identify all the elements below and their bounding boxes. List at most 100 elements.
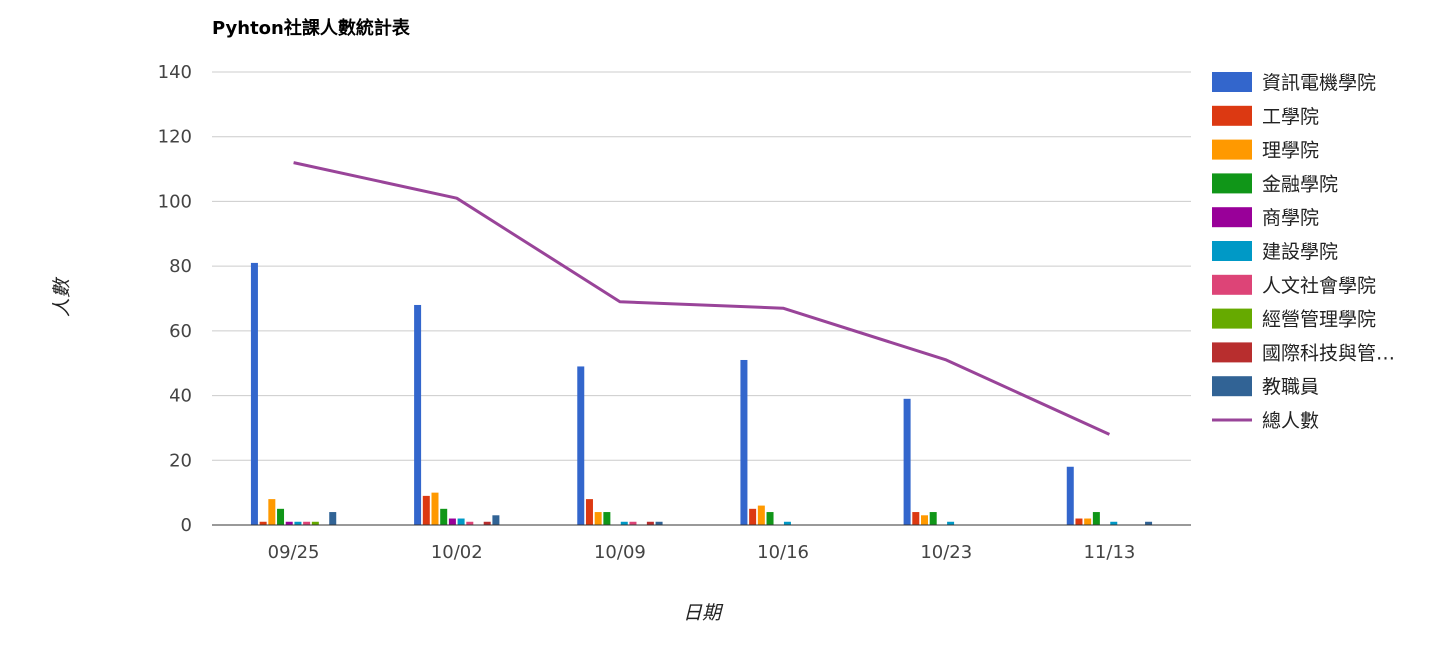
bar [259,521,267,525]
bar [929,512,937,525]
y-axis-ticks: 0 20 40 60 80 100 120 140 [158,62,192,536]
bar [448,518,456,525]
legend-swatch [1212,173,1252,194]
bar-series [268,492,1092,525]
legend-label: 經營管理學院 [1262,309,1376,331]
bar [629,521,637,525]
x-tick-label: 10/16 [757,542,809,563]
legend-item: 經營管理學院 [1212,308,1376,331]
bar [457,518,465,525]
chart-title: Pyhton社課人數統計表 [212,17,411,39]
total-line-layer [293,161,1111,436]
bar-series [329,512,1153,525]
bar [277,508,285,525]
legend-item: 理學院 [1212,139,1319,162]
bar [947,521,955,525]
legend-label: 理學院 [1262,140,1319,162]
bar-series [277,508,1100,525]
legend-label: 教職員 [1262,376,1319,398]
x-tick-label: 10/02 [431,542,483,563]
x-tick-label: 11/13 [1083,542,1135,563]
y-tick-label: 0 [181,515,192,536]
legend-swatch [1212,207,1252,228]
bar [483,521,491,525]
gridlines [212,71,1191,461]
bar [903,398,911,525]
bar [466,521,474,525]
total-line [293,161,1111,436]
legend-label: 人文社會學院 [1262,275,1376,297]
legend-swatch [1212,308,1252,329]
bar [1145,521,1153,525]
x-tick-label: 09/25 [268,542,320,563]
y-tick-label: 120 [158,127,192,148]
bar [422,495,430,525]
bars [250,262,1153,525]
legend-swatch [1212,241,1252,261]
bar [766,512,774,525]
x-axis-ticks: 09/25 10/02 10/09 10/16 10/23 11/13 [268,542,1136,563]
legend-swatch [1212,105,1252,126]
bar [757,505,765,525]
bar [294,521,302,525]
bar [749,508,757,525]
legend-item: 教職員 [1212,376,1319,398]
bar [1084,518,1092,525]
bar [431,492,439,525]
y-tick-label: 60 [169,321,192,342]
bar [268,499,276,525]
bar [250,262,258,525]
bar [492,515,500,525]
y-tick-label: 40 [169,386,192,407]
bar [585,499,593,525]
legend-item: 商學院 [1212,207,1319,229]
bar [594,512,602,525]
bar [620,521,628,525]
legend-swatch [1212,274,1252,295]
legend-item: 總人數 [1212,410,1319,432]
legend-item: 工學院 [1212,105,1319,128]
bar [285,521,293,525]
x-tick-label: 10/23 [920,542,972,563]
legend-swatch [1212,342,1252,363]
bar [1066,466,1074,525]
y-tick-label: 80 [169,256,192,277]
bar [303,521,311,525]
bar-series [250,262,1074,525]
bar [740,359,748,525]
bar [655,521,663,525]
legend-item: 資訊電機學院 [1212,72,1376,94]
bar-series [311,521,319,525]
legend-label: 商學院 [1262,207,1319,229]
bar [329,512,337,525]
bar-series [294,518,1118,525]
bar-series [259,495,1083,525]
bar-series [483,521,654,525]
bar [912,512,920,525]
legend-label: 國際科技與管… [1262,342,1395,364]
bar [1075,518,1083,525]
legend-label: 資訊電機學院 [1262,72,1376,94]
legend-label: 工學院 [1262,106,1319,128]
legend-item: 建設學院 [1212,241,1338,263]
bar [1110,521,1118,525]
y-tick-label: 100 [158,191,192,212]
legend-swatch [1212,376,1252,397]
legend-swatch [1212,72,1252,92]
bar [440,508,448,525]
legend: 資訊電機學院工學院理學院金融學院商學院建設學院人文社會學院經營管理學院國際科技與… [1212,72,1395,432]
legend-item: 國際科技與管… [1212,342,1395,364]
legend-item: 金融學院 [1212,173,1338,195]
x-axis-label: 日期 [683,602,724,624]
legend-label: 建設學院 [1262,241,1338,263]
bar [414,304,422,525]
bar [311,521,319,525]
bar [603,512,611,525]
bar [921,515,928,525]
bar-series [303,521,637,525]
legend-label: 金融學院 [1262,173,1338,195]
legend-item: 人文社會學院 [1212,274,1376,297]
bar [646,521,654,525]
bar [783,521,791,525]
